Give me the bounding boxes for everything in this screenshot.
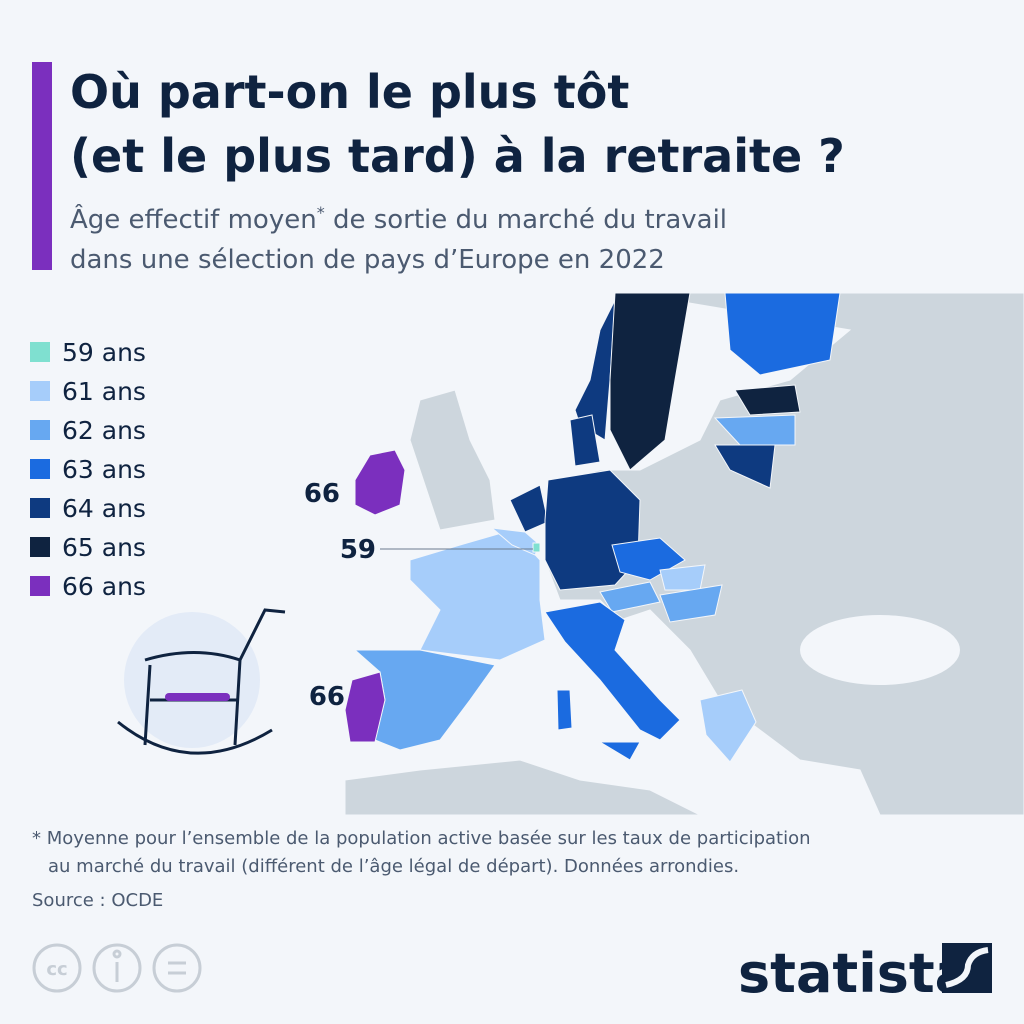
license-icons — [32, 943, 202, 993]
legend-swatch — [30, 498, 50, 518]
country — [724, 292, 841, 376]
license-icon: cc — [46, 959, 67, 980]
country — [713, 414, 796, 446]
country — [556, 689, 573, 731]
legend-swatch — [30, 537, 50, 557]
subtitle-line: dans une sélection de pays d’Europe en 2… — [70, 245, 665, 275]
country — [659, 584, 723, 623]
brand-logo: statista — [738, 942, 971, 1005]
legend-swatch — [30, 420, 50, 440]
source: Source : OCDE — [32, 890, 163, 911]
footnote: * Moyenne pour l’ensemble de la populati… — [32, 828, 811, 849]
land — [344, 759, 701, 816]
subtitle-line: Âge effectif moyen* de sortie du marché … — [70, 203, 727, 235]
country — [598, 741, 641, 761]
legend-label: 64 ans — [62, 494, 146, 523]
country — [609, 292, 691, 471]
annotation: 59 — [340, 535, 376, 565]
country — [714, 444, 776, 489]
map — [344, 292, 1024, 816]
country — [354, 449, 406, 516]
legend-label: 65 ans — [62, 533, 146, 562]
legend-swatch — [30, 342, 50, 362]
legend-label: 62 ans — [62, 416, 146, 445]
country — [409, 529, 546, 661]
subtitle-part: Âge effectif moyen — [70, 203, 317, 235]
annotation: 66 — [309, 682, 345, 712]
country — [699, 689, 757, 763]
title-line: (et le plus tard) à la retraite ? — [70, 129, 845, 183]
legend-label: 66 ans — [62, 572, 146, 601]
legend-label: 63 ans — [62, 455, 146, 484]
country — [569, 414, 601, 467]
legend: 59 ans 61 ans 62 ans 63 ans 64 ans 65 ans 66 a… — [30, 338, 146, 601]
country — [344, 671, 386, 743]
legend-swatch — [30, 459, 50, 479]
rocking-chair — [117, 608, 286, 755]
legend-swatch — [30, 576, 50, 596]
annotation: 66 — [304, 479, 340, 509]
legend-label: 61 ans — [62, 377, 146, 406]
brand-mark — [942, 943, 992, 993]
accent-bar — [32, 62, 52, 270]
country — [599, 581, 661, 613]
legend-label: 59 ans — [62, 338, 146, 367]
sea — [800, 615, 960, 685]
footnote: au marché du travail (différent de l’âge… — [48, 856, 739, 877]
country — [734, 384, 801, 416]
subtitle-star: * — [317, 203, 325, 222]
legend-swatch — [30, 381, 50, 401]
country — [659, 564, 706, 591]
land — [409, 389, 496, 531]
country — [544, 601, 681, 741]
subtitle-part: de sortie du marché du travail — [325, 205, 727, 235]
title-line: Où part-on le plus tôt — [70, 65, 629, 119]
country — [532, 542, 541, 553]
